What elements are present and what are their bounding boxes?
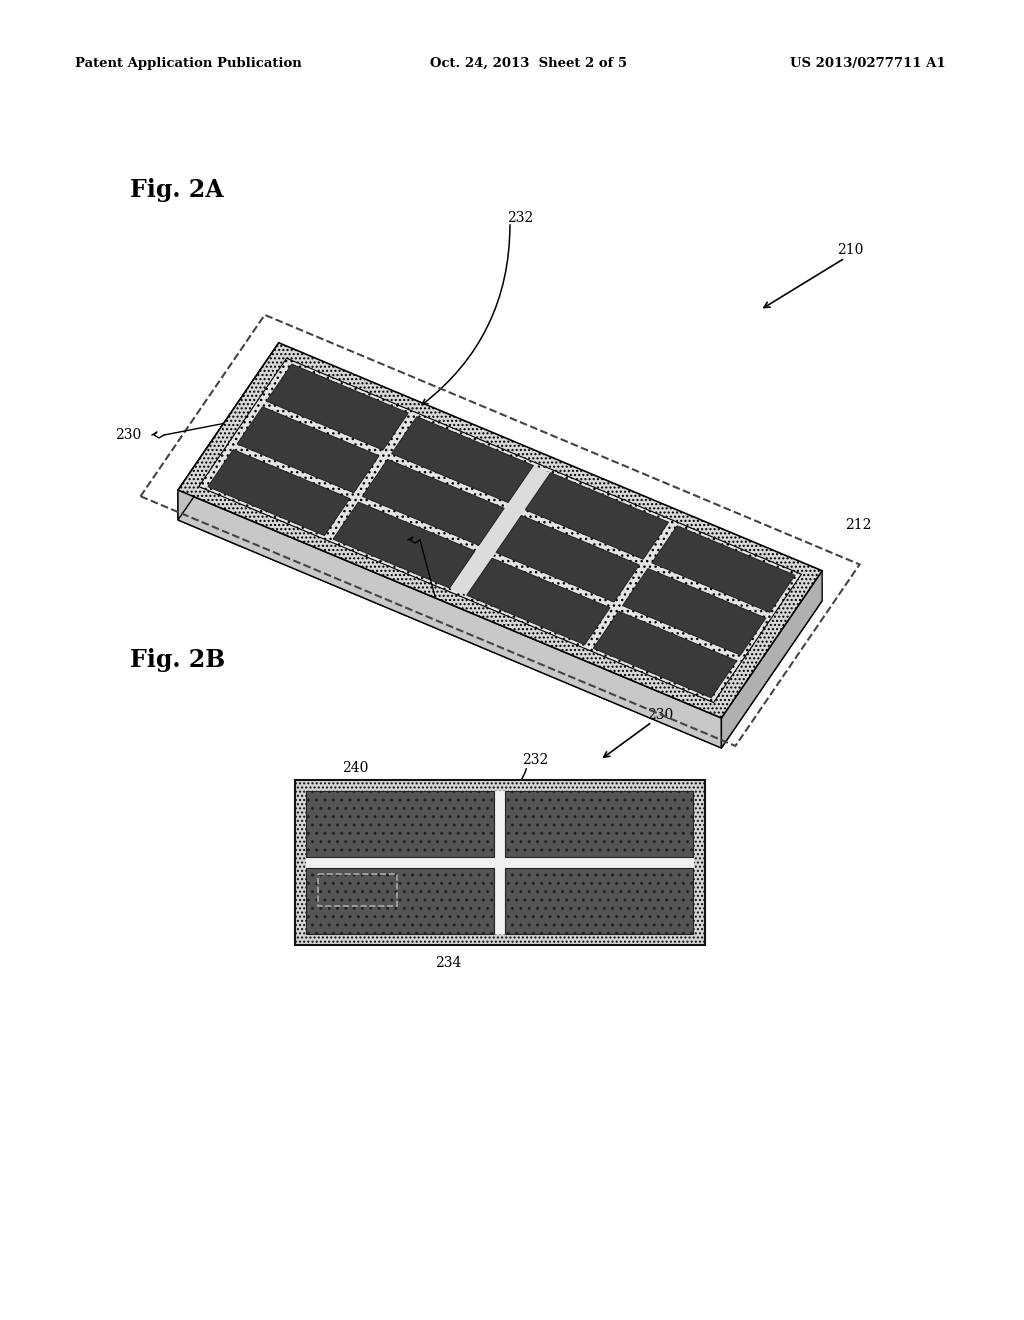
- Text: US 2013/0277711 A1: US 2013/0277711 A1: [790, 57, 945, 70]
- Text: Fig. 2B: Fig. 2B: [130, 648, 225, 672]
- Text: 212: 212: [845, 517, 871, 532]
- Text: 232: 232: [522, 752, 548, 767]
- Bar: [505, 791, 693, 857]
- Polygon shape: [238, 407, 379, 492]
- Polygon shape: [178, 343, 822, 718]
- Text: 220: 220: [375, 533, 401, 546]
- Polygon shape: [362, 459, 504, 545]
- Polygon shape: [450, 466, 551, 595]
- Polygon shape: [178, 372, 822, 748]
- Bar: [306, 869, 494, 935]
- Bar: [295, 780, 705, 945]
- Polygon shape: [652, 525, 795, 612]
- Bar: [318, 874, 397, 906]
- Polygon shape: [623, 569, 766, 655]
- Polygon shape: [496, 515, 639, 602]
- Polygon shape: [391, 417, 534, 503]
- Polygon shape: [593, 611, 736, 698]
- Polygon shape: [467, 558, 610, 644]
- Text: Oct. 24, 2013  Sheet 2 of 5: Oct. 24, 2013 Sheet 2 of 5: [430, 57, 627, 70]
- Polygon shape: [721, 570, 822, 748]
- Text: 240: 240: [342, 762, 369, 775]
- Polygon shape: [199, 358, 802, 702]
- Bar: [495, 791, 506, 935]
- Polygon shape: [178, 490, 721, 748]
- Text: 234: 234: [435, 956, 461, 970]
- Polygon shape: [266, 364, 409, 450]
- Text: 230: 230: [115, 428, 141, 442]
- Bar: [306, 791, 694, 935]
- Text: Fig. 2A: Fig. 2A: [130, 178, 223, 202]
- Polygon shape: [333, 502, 475, 587]
- Polygon shape: [525, 473, 669, 560]
- Polygon shape: [208, 450, 350, 536]
- Text: 210: 210: [837, 243, 863, 257]
- Text: 232: 232: [507, 211, 534, 224]
- Bar: [505, 869, 693, 935]
- Text: Patent Application Publication: Patent Application Publication: [75, 57, 302, 70]
- Text: 230: 230: [647, 708, 673, 722]
- Bar: [306, 791, 494, 857]
- Polygon shape: [178, 343, 279, 520]
- Bar: [306, 857, 694, 869]
